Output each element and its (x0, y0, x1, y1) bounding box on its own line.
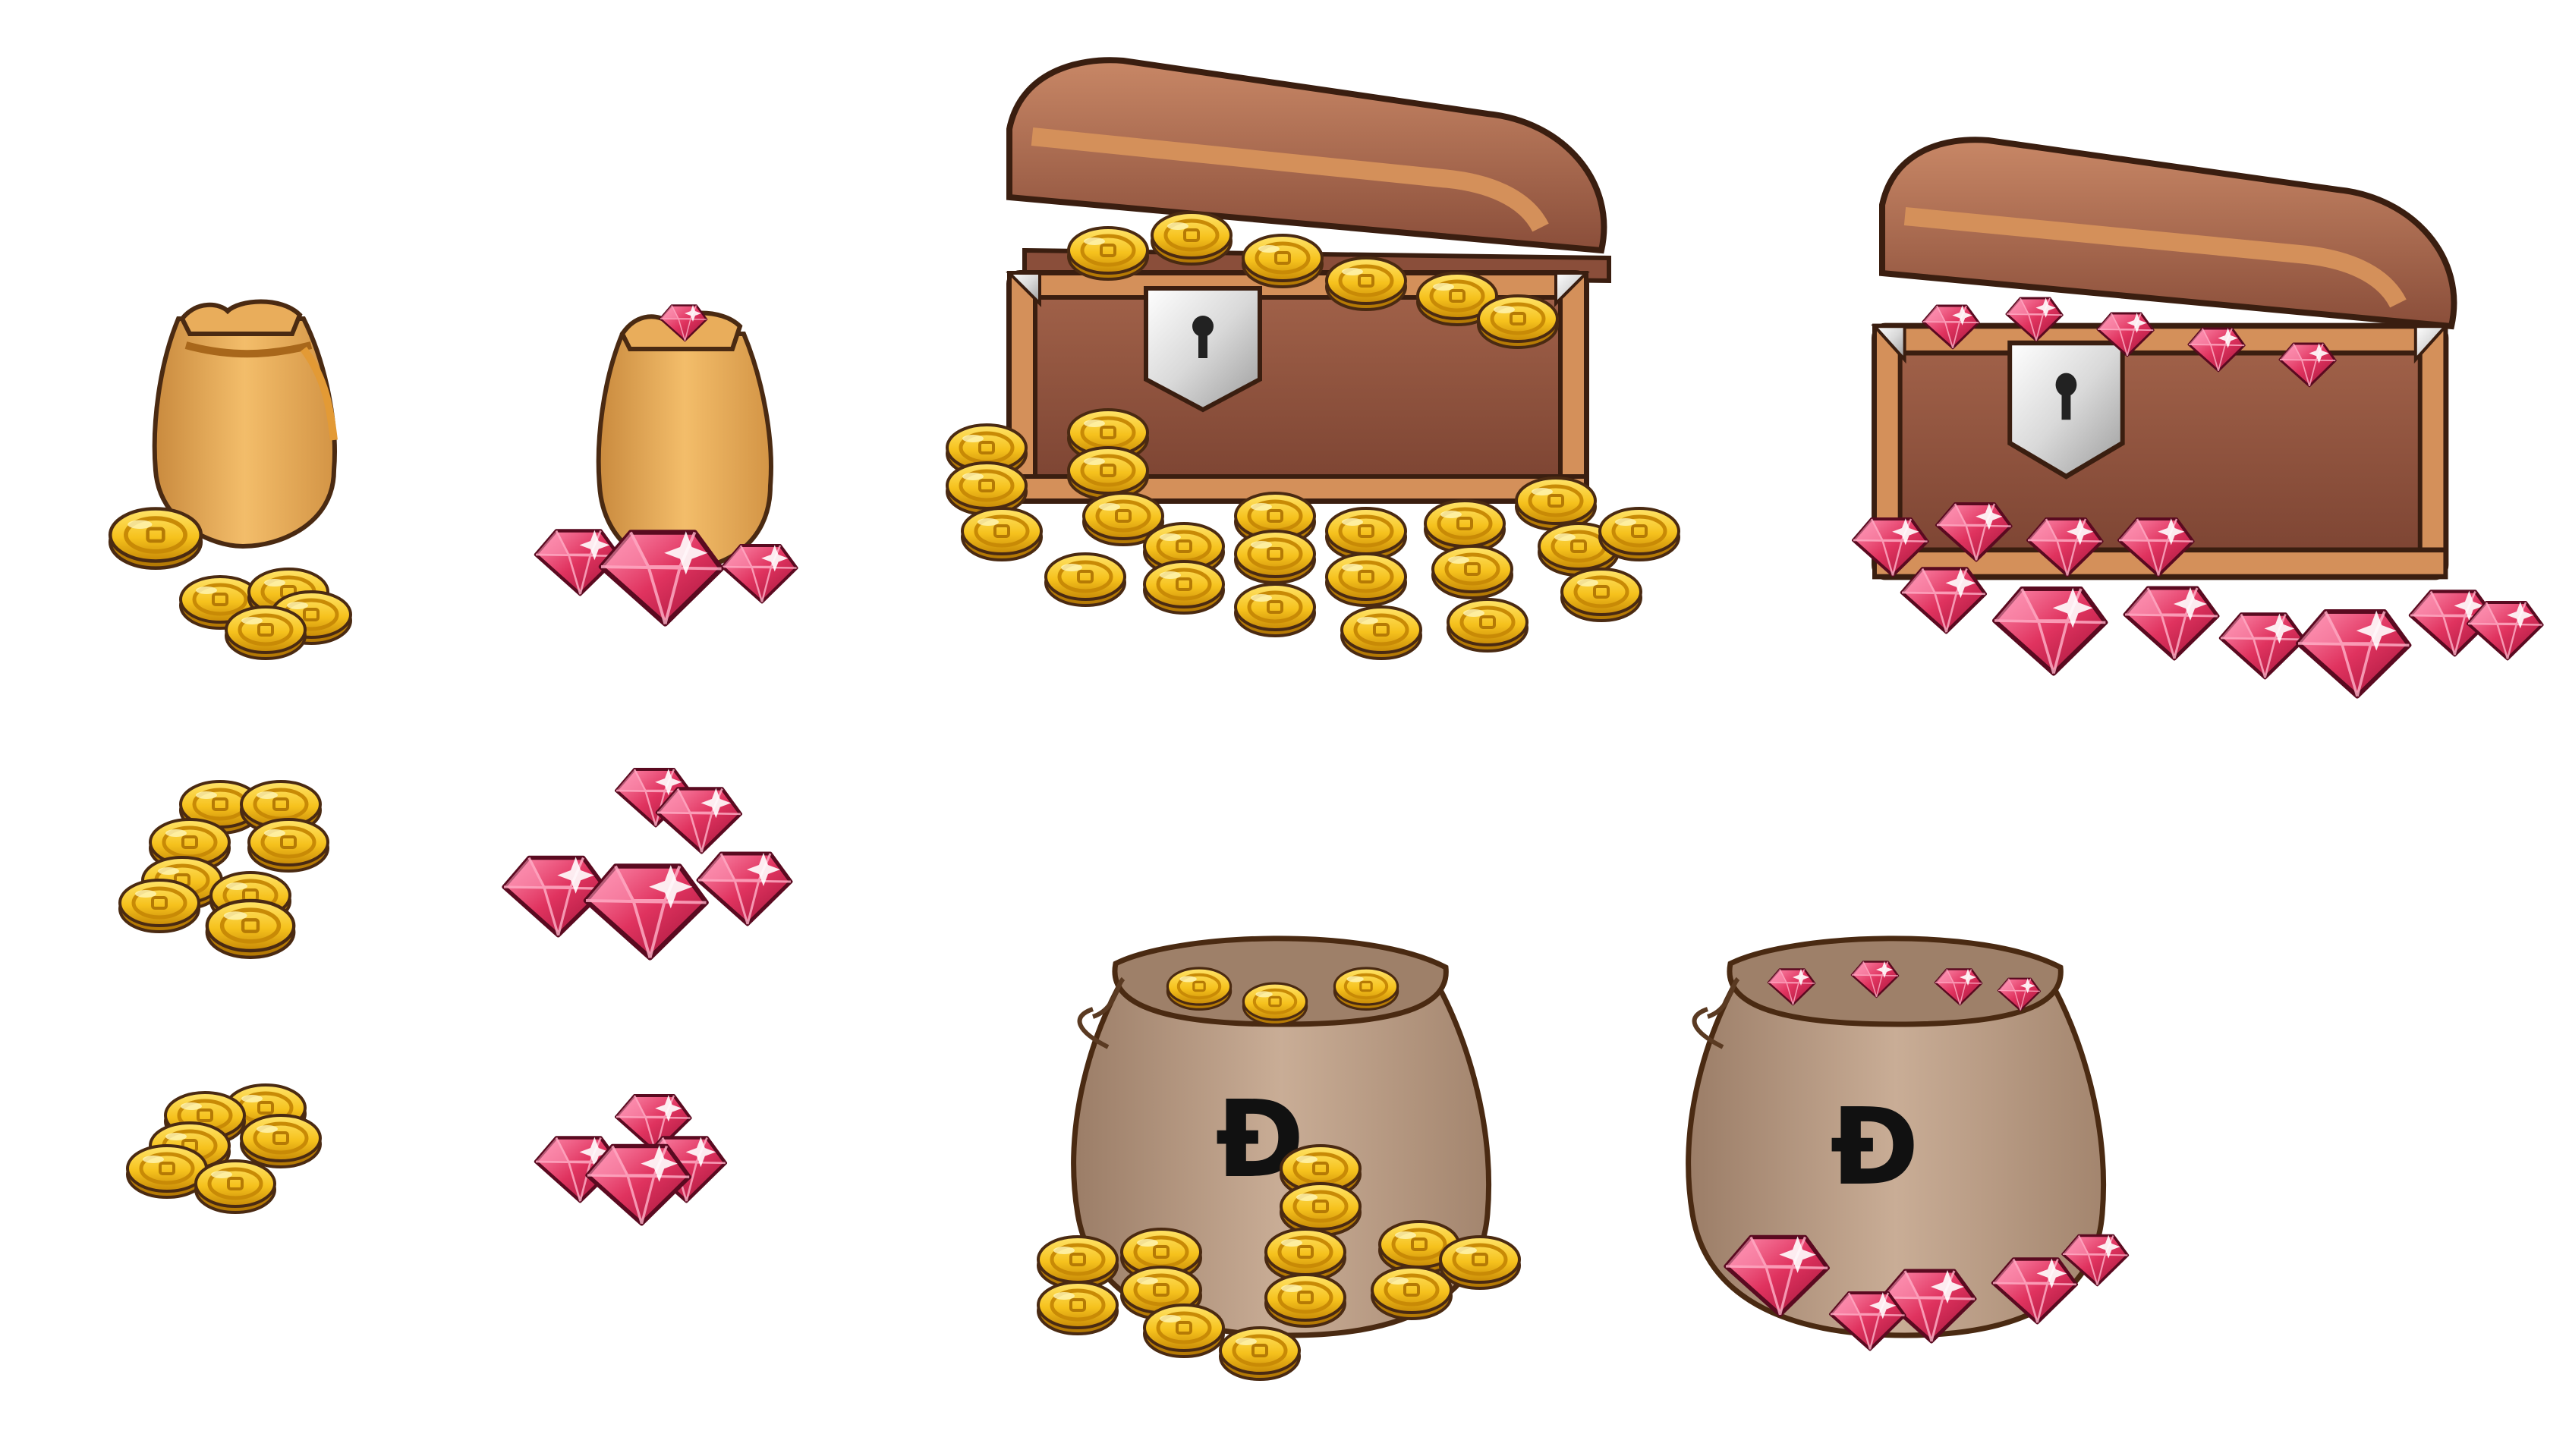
coin-chest[interactable] (947, 57, 1679, 659)
coin-pile-icon (120, 781, 328, 958)
gem-bag-small[interactable] (536, 303, 797, 624)
gem-bag-icon (536, 303, 797, 624)
coin-pile-small[interactable] (128, 1085, 320, 1212)
gem-sack-large[interactable]: Đ (1686, 936, 2130, 1350)
gem-pile-small[interactable] (536, 1095, 726, 1224)
gem-pile-medium[interactable] (504, 769, 791, 958)
treasure-chest-gems-icon (1853, 137, 2542, 696)
gem-chest[interactable] (1853, 137, 2542, 696)
gem-pile-icon (504, 769, 791, 958)
coin-stack-icon (128, 1085, 320, 1212)
coin-pile-medium[interactable] (120, 781, 328, 958)
coin-sack-large[interactable]: Đ (1038, 936, 1519, 1379)
treasure-chest-coins-icon (947, 57, 1679, 659)
sack-currency-symbol-gems: Đ (1830, 1086, 1919, 1209)
coin-sack-icon: Đ (1038, 936, 1519, 1379)
gem-cluster-icon (536, 1095, 726, 1224)
coin-bag-icon (110, 299, 351, 659)
coin-bag-small[interactable] (110, 299, 351, 659)
gem-sack-icon: Đ (1686, 936, 2130, 1350)
